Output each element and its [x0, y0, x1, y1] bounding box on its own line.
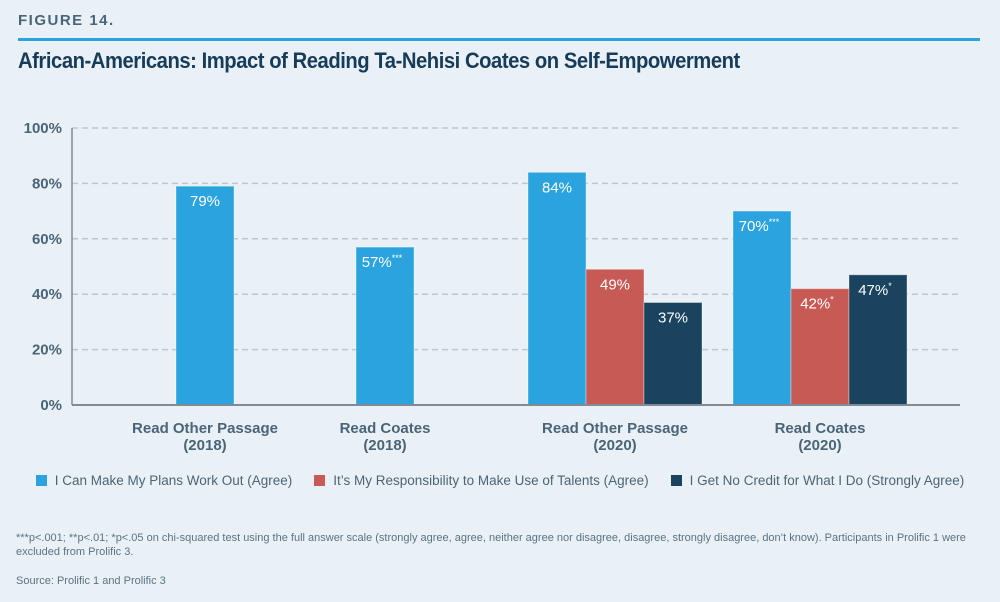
bar-data-label: 84%: [542, 179, 572, 196]
figure-label: FIGURE 14.: [18, 12, 115, 29]
legend-item: I Get No Credit for What I Do (Strongly …: [670, 473, 965, 488]
bar: [527, 171, 587, 406]
chart-title: African-Americans: Impact of Reading Ta-…: [18, 48, 740, 73]
y-tick-label: 80%: [32, 175, 62, 192]
bar: [790, 288, 850, 406]
footnote: ***p<.001; **p<.01; *p<.05 on chi-square…: [16, 532, 966, 558]
significance-marker: *: [888, 281, 892, 291]
title-rule: [18, 38, 980, 41]
bar-chart: 0%20%40%60%80%100%79%Read Other Passage(…: [24, 120, 960, 454]
bar: [732, 210, 792, 406]
legend-swatch-plans: [35, 475, 47, 486]
y-tick-label: 60%: [32, 231, 62, 248]
legend-label: It’s My Responsibility to Make Use of Ta…: [333, 473, 649, 488]
y-tick-label: 0%: [40, 397, 62, 414]
y-tick-label: 40%: [32, 286, 62, 303]
legend-swatch-responsibility: [314, 475, 326, 486]
bar: [848, 274, 908, 406]
y-tick-label: 100%: [24, 120, 62, 137]
x-category-label: Read Coates: [775, 420, 866, 437]
bar: [175, 185, 235, 406]
x-category-label: Read Other Passage: [132, 420, 278, 437]
bar-data-label: 37%: [658, 310, 688, 327]
legend-item: It’s My Responsibility to Make Use of Ta…: [314, 473, 649, 488]
significance-marker: ***: [392, 253, 403, 263]
x-category-label: Read Coates: [340, 420, 431, 437]
bar-data-label: 49%: [600, 276, 630, 293]
source-note: Source: Prolific 1 and Prolific 3: [16, 575, 166, 587]
x-category-label: Read Other Passage: [542, 420, 688, 437]
bar: [355, 246, 415, 406]
legend: I Can Make My Plans Work Out (Agree) It’…: [0, 473, 1000, 488]
bar-data-label: 79%: [190, 193, 220, 210]
bar: [643, 302, 703, 406]
legend-label: I Can Make My Plans Work Out (Agree): [54, 473, 293, 488]
x-category-year: (2018): [183, 437, 226, 454]
bar-data-label: 47%*: [858, 281, 892, 299]
x-category-year: (2020): [798, 437, 841, 454]
x-category-year: (2018): [363, 437, 406, 454]
x-category-year: (2020): [593, 437, 636, 454]
y-tick-label: 20%: [32, 342, 62, 359]
significance-marker: ***: [769, 217, 780, 227]
bar-data-label: 42%*: [800, 295, 834, 313]
significance-marker: *: [830, 295, 834, 305]
legend-label: I Get No Credit for What I Do (Strongly …: [689, 473, 965, 488]
bar: [585, 268, 645, 406]
legend-item: I Can Make My Plans Work Out (Agree): [35, 473, 293, 488]
legend-swatch-no-credit: [670, 475, 682, 486]
